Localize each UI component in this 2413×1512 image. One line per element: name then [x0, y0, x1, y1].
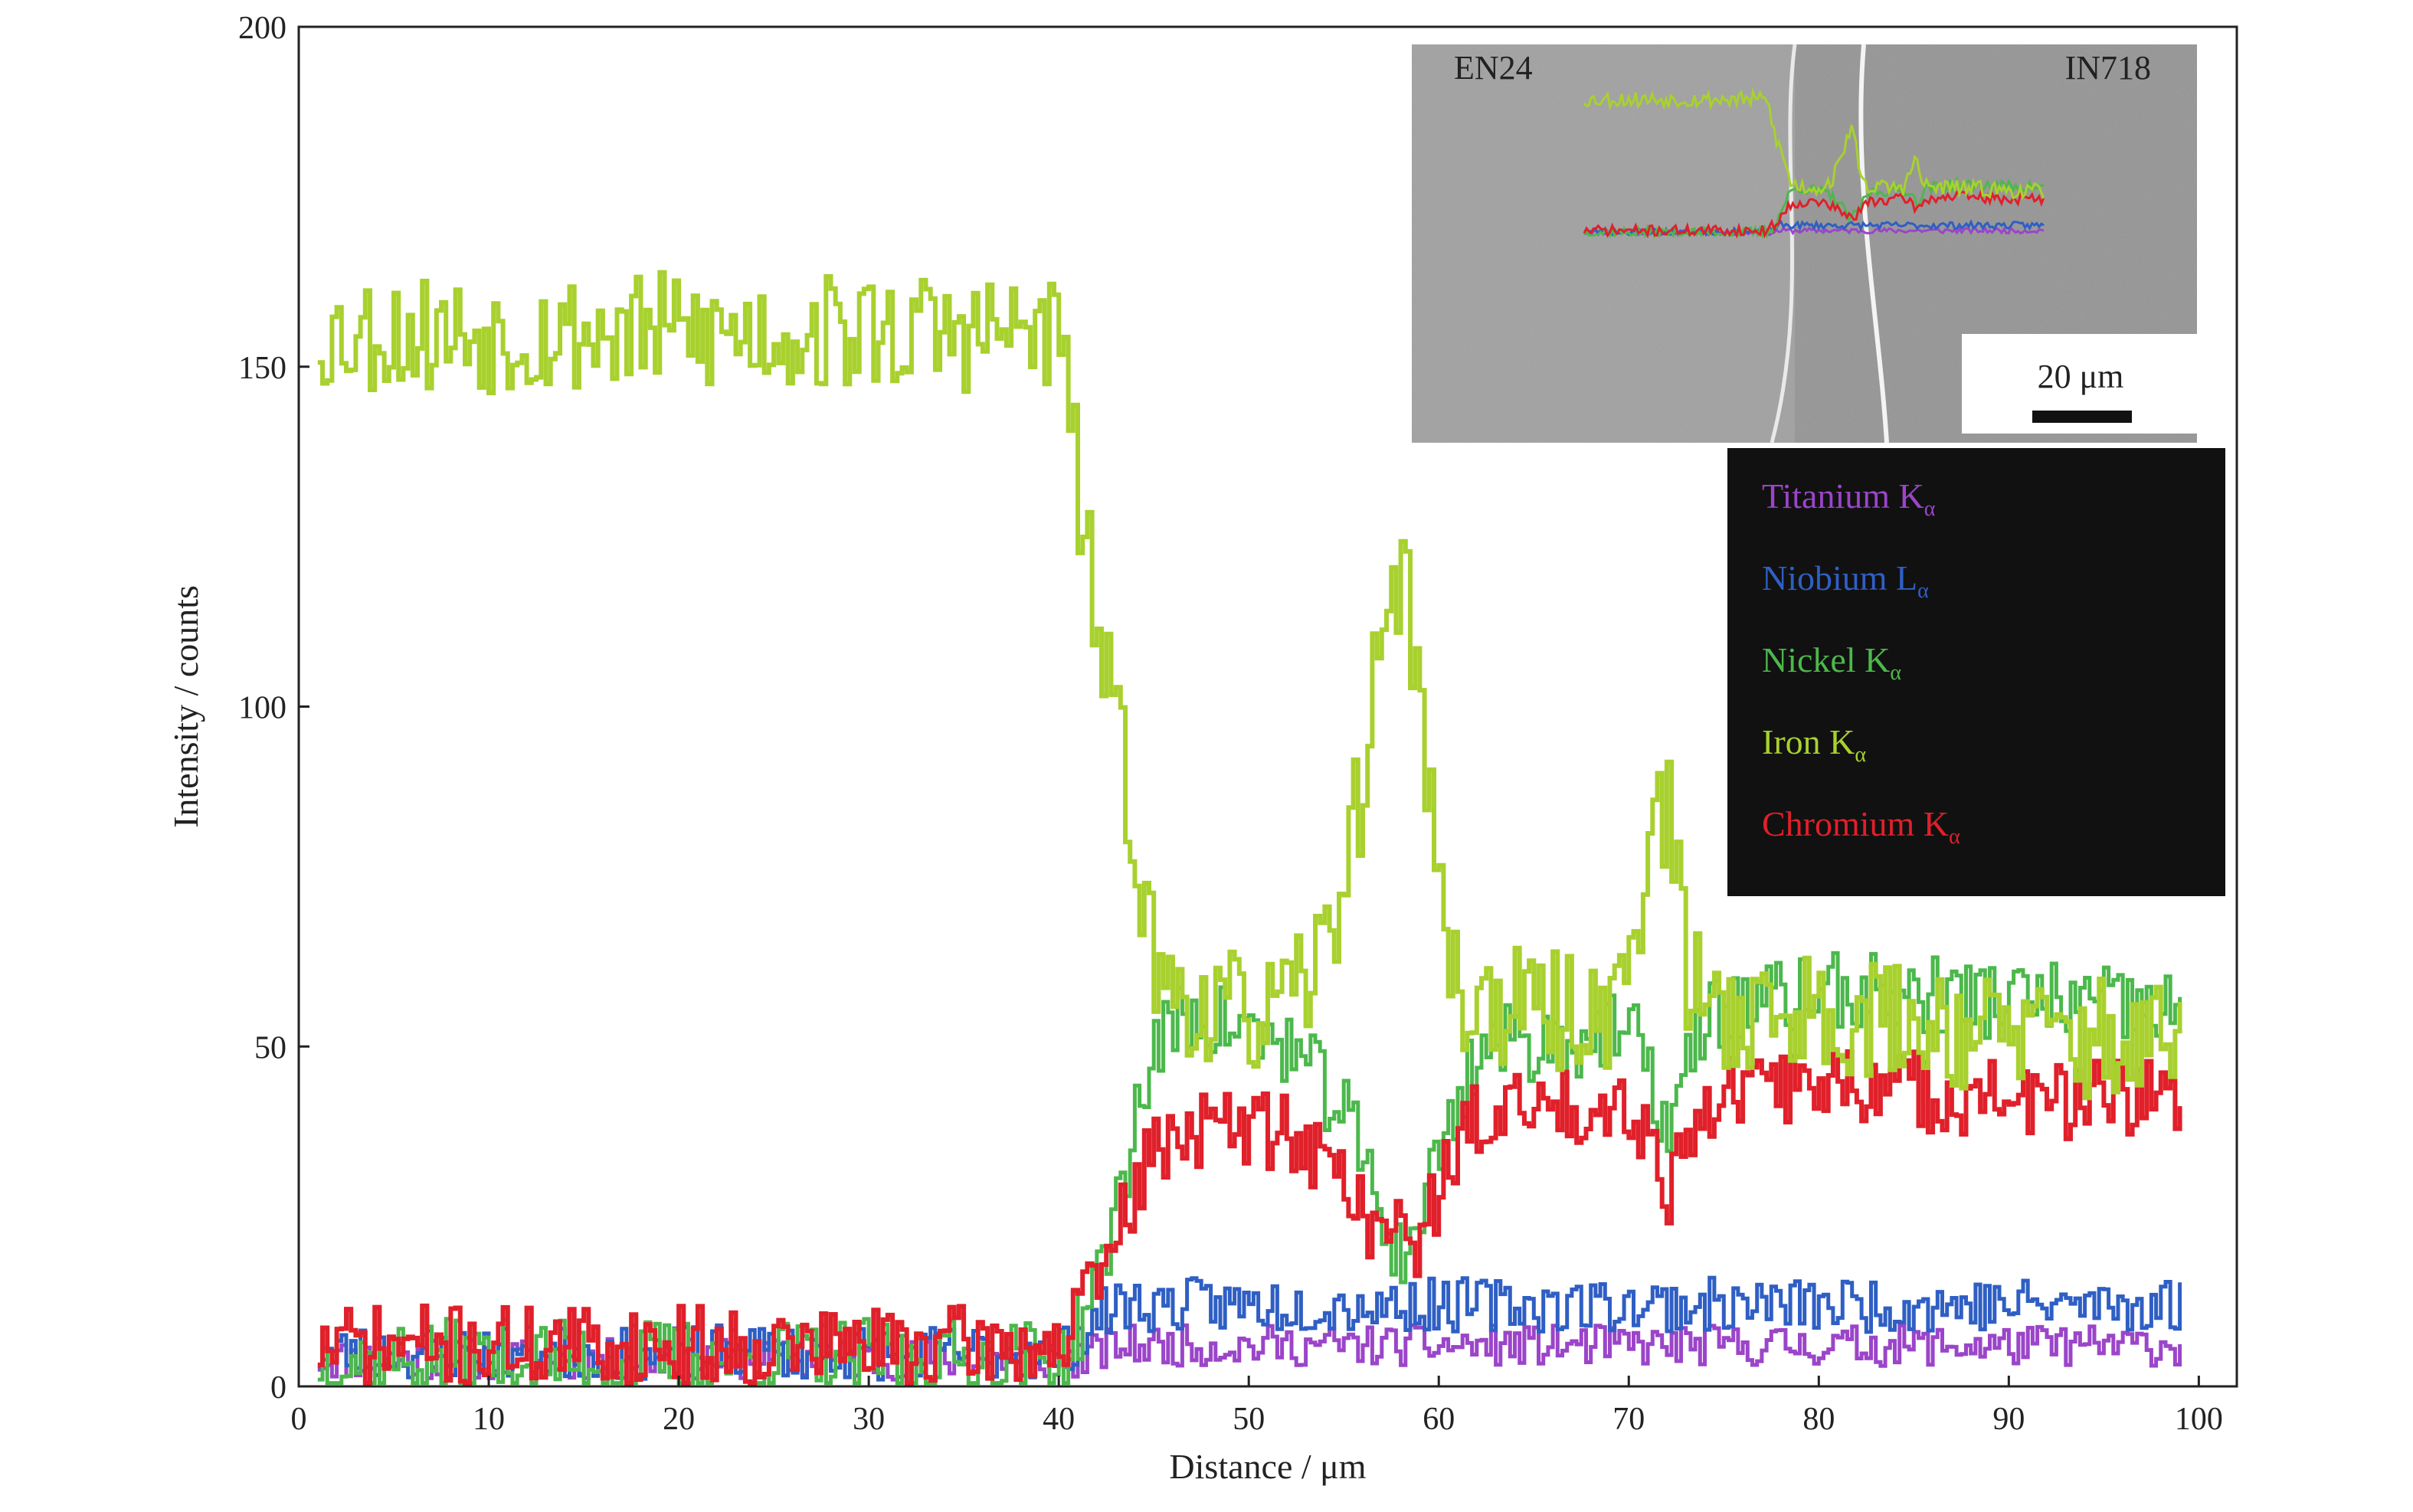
y-tick-label: 150: [238, 351, 286, 386]
x-tick-label: 90: [1992, 1402, 2025, 1437]
y-tick-label: 100: [238, 691, 286, 726]
x-tick-label: 10: [473, 1402, 505, 1437]
legend-entry-titanium: Titanium Kα: [1762, 476, 1936, 521]
inset-line-chromium: [1583, 189, 2045, 239]
scale-bar: [2032, 411, 2132, 423]
y-tick-label: 200: [238, 11, 286, 46]
inset-en24-label: EN24: [1454, 49, 1533, 87]
x-tick-label: 60: [1423, 1402, 1455, 1437]
inset-linescan-lines: [1583, 87, 2045, 240]
y-tick-label: 50: [254, 1030, 286, 1065]
x-tick-label: 50: [1233, 1402, 1265, 1437]
scale-bar-label: 20 μm: [2038, 358, 2124, 395]
y-axis-title: Intensity / counts: [166, 585, 205, 828]
series-line-chromium: [317, 1049, 2182, 1386]
x-tick-label: 100: [2175, 1402, 2223, 1437]
ticks-layer: 0 10 20 30 40 50 60 70 80 90 100 0 50 100 150 200: [238, 11, 2223, 1437]
x-tick-label: 70: [1612, 1402, 1645, 1437]
legend-entry-iron: Iron Kα: [1762, 722, 1866, 767]
x-tick-label: 80: [1802, 1402, 1835, 1437]
inset-in718-label: IN718: [2065, 49, 2151, 87]
legend-entry-chromium: Chromium Kα: [1762, 804, 1960, 849]
legend-items: Titanium Kα Niobium Lα Nickel Kα Iron Kα Chr…: [1762, 476, 1960, 849]
legend-entry-nickel: Nickel Kα: [1762, 640, 1901, 685]
sem-inset-image: EN24 IN718 20 μm: [1412, 44, 2199, 443]
y-tick-label: 0: [270, 1370, 286, 1406]
series-line-iron: [317, 270, 2182, 1101]
x-tick-label: 40: [1043, 1402, 1075, 1437]
x-tick-label: 0: [291, 1402, 307, 1437]
x-tick-label: 30: [853, 1402, 885, 1437]
legend: Titanium Kα Niobium Lα Nickel Kα Iron Kα Chr…: [1727, 448, 2225, 896]
legend-entry-niobium: Niobium Lα: [1762, 558, 1929, 603]
x-axis-title: Distance / μm: [1169, 1447, 1366, 1486]
inset-crack-line: [1858, 44, 1889, 443]
legend-background: [1727, 448, 2225, 896]
series-layer: [317, 270, 2182, 1386]
inset-line-iron: [1583, 87, 2045, 201]
x-tick-label: 20: [663, 1402, 695, 1437]
